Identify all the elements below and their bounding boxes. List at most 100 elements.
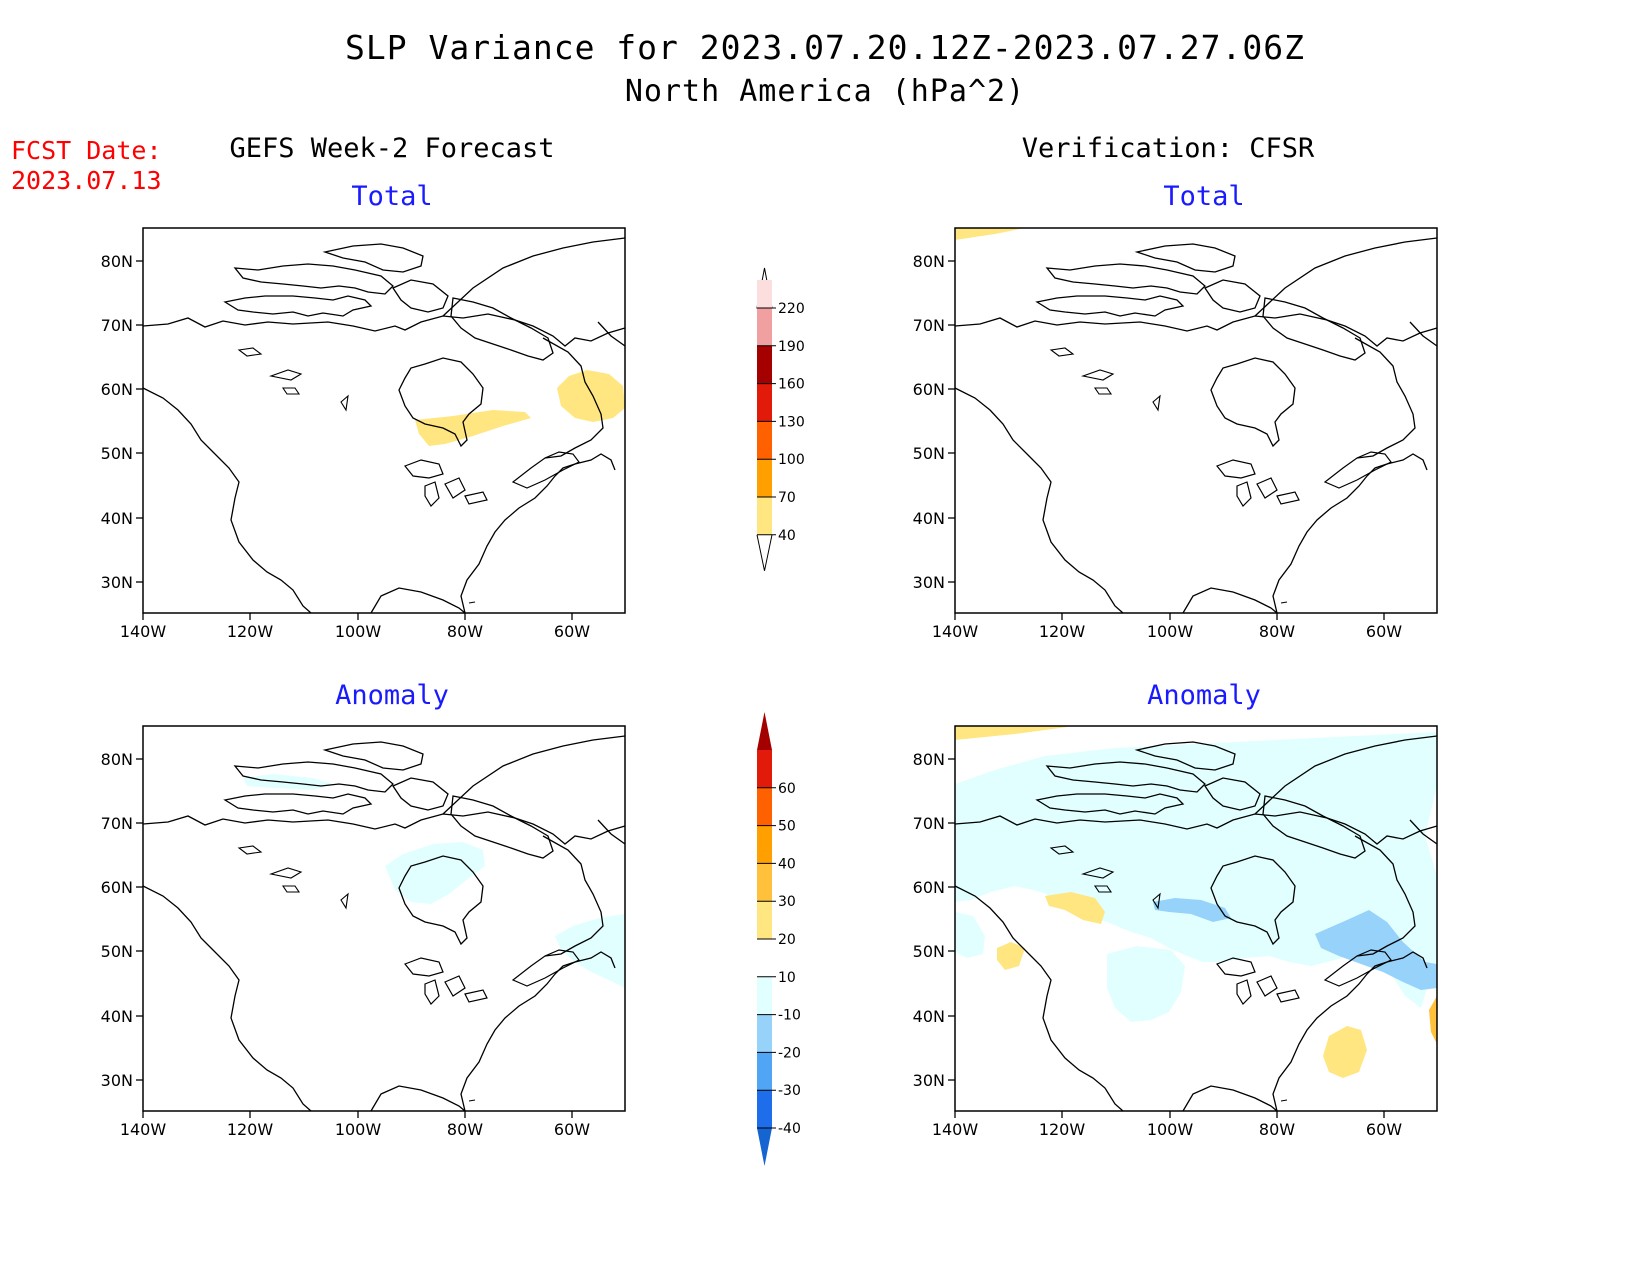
anomaly-colorbar-label: -40 — [778, 1121, 801, 1137]
cfsr-anomaly-lat-label: 70N — [913, 814, 945, 833]
gefs-total-lat-label: 60N — [101, 380, 133, 399]
cfsr-anomaly-panel — [954, 725, 1438, 1112]
gefs-total-lon-label: 100W — [335, 622, 382, 641]
total-colorbar-swatch — [757, 421, 772, 460]
anomaly-colorbar-swatch — [757, 863, 772, 902]
cfsr-total-lat-label: 80N — [913, 252, 945, 271]
cfsr-anomaly-lon-label: 60W — [1366, 1120, 1402, 1139]
cfsr-anomaly-lon-label: 80W — [1259, 1120, 1295, 1139]
gefs-anomaly-lat-label: 80N — [101, 750, 133, 769]
gefs-anomaly-lat-label: 60N — [101, 878, 133, 897]
total-colorbar-swatch — [757, 459, 772, 497]
cfsr-anomaly-lon-label: 140W — [932, 1120, 979, 1139]
gefs-anomaly-shade-hudson — [385, 842, 485, 904]
anomaly-colorbar-swatch — [757, 825, 772, 864]
axes-layer: 80N 70N 60N 50N 40N 30N 140W 120W 100W 80W 60W 80N 7… — [101, 252, 1403, 1139]
gefs-anomaly-lon-label: 100W — [335, 1120, 382, 1139]
cfsr-anomaly-shade-corner — [955, 726, 1075, 740]
gefs-total-lon-label: 140W — [120, 622, 167, 641]
anomaly-colorbar-label: -30 — [778, 1083, 801, 1099]
anomaly-colorbar-swatch — [757, 1090, 772, 1128]
anomaly-colorbar: -40 -30 -20 -10 10 20 30 40 50 60 — [757, 712, 801, 1166]
fcst-date-value: 2023.07.13 — [11, 166, 162, 195]
cfsr-anomaly-shade-yellow-coast — [997, 942, 1025, 970]
gefs-anomaly-lon-label: 80W — [447, 1120, 483, 1139]
anomaly-colorbar-label: -10 — [778, 1008, 801, 1024]
cfsr-total-lat-label: 60N — [913, 380, 945, 399]
cfsr-total-shade-corner — [955, 228, 1025, 240]
gefs-total-lat-label: 30N — [101, 573, 133, 592]
cfsr-total-lon-label: 140W — [932, 622, 979, 641]
cfsr-total-lon-label: 100W — [1147, 622, 1194, 641]
anomaly-colorbar-label: 40 — [778, 856, 796, 872]
left-column-title: GEFS Week-2 Forecast — [229, 133, 555, 164]
gefs-anomaly-lat-label: 70N — [101, 814, 133, 833]
total-colorbar: 40 70 100 130 160 190 220 — [756, 267, 805, 571]
anomaly-colorbar-label: 20 — [778, 932, 796, 948]
cfsr-anomaly-shade-blue-atlantic — [1315, 910, 1437, 990]
anomaly-colorbar-label: 60 — [778, 781, 796, 797]
cfsr-total-title: Total — [1163, 181, 1245, 212]
gefs-anomaly-shade-atlantic — [555, 914, 625, 988]
gefs-total-panel — [142, 227, 626, 614]
gefs-anomaly-lat-label: 40N — [101, 1007, 133, 1026]
gefs-total-lon-label: 80W — [447, 622, 483, 641]
gefs-total-shade-labrador — [557, 370, 625, 422]
anomaly-colorbar-label: 10 — [778, 970, 796, 986]
cfsr-total-lat-label: 70N — [913, 316, 945, 335]
chart-subtitle: North America (hPa^2) — [624, 74, 1026, 109]
gefs-anomaly-lat-label: 30N — [101, 1071, 133, 1090]
total-colorbar-swatch — [757, 308, 772, 346]
gefs-total-lat-label: 40N — [101, 509, 133, 528]
total-colorbar-label: 40 — [778, 528, 796, 544]
cfsr-anomaly-lat-label: 40N — [913, 1007, 945, 1026]
cfsr-anomaly-lat-label: 60N — [913, 878, 945, 897]
cfsr-anomaly-title: Anomaly — [1147, 680, 1261, 711]
gefs-total-lat-label: 50N — [101, 444, 133, 463]
total-colorbar-label: 130 — [778, 414, 805, 430]
chart-title: SLP Variance for 2023.07.20.12Z-2023.07.… — [345, 28, 1305, 67]
anomaly-colorbar-swatch — [757, 1014, 772, 1053]
gefs-total-lat-label: 70N — [101, 316, 133, 335]
gefs-total-lon-label: 120W — [227, 622, 274, 641]
fcst-date-block: FCST Date: 2023.07.13 — [11, 136, 162, 196]
gefs-anomaly-lon-label: 120W — [227, 1120, 274, 1139]
cfsr-total-lat-label: 30N — [913, 573, 945, 592]
cfsr-anomaly-lon-label: 100W — [1147, 1120, 1194, 1139]
cfsr-anomaly-lon-label: 120W — [1039, 1120, 1086, 1139]
cfsr-anomaly-lat-label: 80N — [913, 750, 945, 769]
total-colorbar-label: 70 — [778, 490, 796, 506]
total-colorbar-swatch — [757, 345, 772, 384]
cfsr-total-panel — [954, 227, 1438, 614]
gefs-anomaly-lon-label: 60W — [554, 1120, 590, 1139]
cfsr-anomaly-shade-orange-edge — [1429, 996, 1437, 1044]
cfsr-total-lon-label: 60W — [1366, 622, 1402, 641]
gefs-anomaly-lon-label: 140W — [120, 1120, 167, 1139]
gefs-anomaly-panel — [142, 725, 626, 1112]
gefs-total-shade-hudson — [415, 410, 531, 446]
anomaly-colorbar-label: -20 — [778, 1045, 801, 1061]
anomaly-colorbar-top-arrow — [757, 712, 772, 750]
total-colorbar-swatch-top — [757, 280, 772, 308]
gefs-total-lat-label: 80N — [101, 252, 133, 271]
anomaly-colorbar-swatch — [757, 1052, 772, 1091]
cfsr-total-lat-label: 50N — [913, 444, 945, 463]
cfsr-anomaly-shade-pacific-sw — [955, 912, 985, 958]
cfsr-anomaly-lat-label: 30N — [913, 1071, 945, 1090]
cfsr-total-lon-label: 120W — [1039, 622, 1086, 641]
total-colorbar-label: 100 — [778, 452, 805, 468]
total-colorbar-swatch — [757, 497, 772, 535]
cfsr-anomaly-lat-label: 50N — [913, 942, 945, 961]
cfsr-anomaly-shade-broad — [955, 732, 1437, 1008]
total-colorbar-swatch — [757, 383, 772, 422]
anomaly-colorbar-swatch — [757, 750, 772, 788]
anomaly-colorbar-swatch — [757, 976, 772, 1015]
right-column-title: Verification: CFSR — [1021, 133, 1315, 164]
fcst-date-label: FCST Date: — [11, 136, 162, 165]
total-colorbar-label: 220 — [778, 301, 805, 317]
gefs-total-title: Total — [351, 181, 433, 212]
anomaly-colorbar-swatch — [757, 901, 772, 939]
anomaly-colorbar-bottom-arrow — [757, 1128, 772, 1166]
cfsr-anomaly-shade-yellow-pacific — [1045, 892, 1105, 924]
